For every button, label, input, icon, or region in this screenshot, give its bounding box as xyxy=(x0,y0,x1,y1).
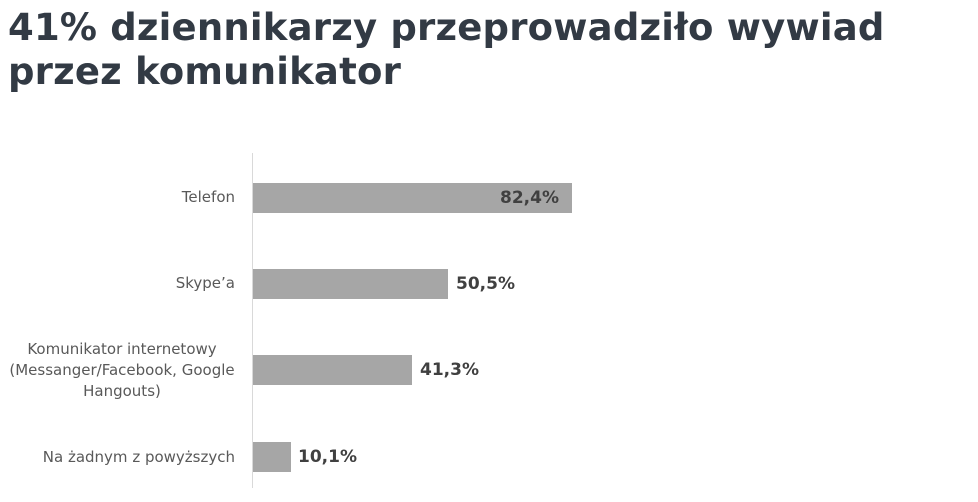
bar-value-label: 50,5% xyxy=(456,274,515,294)
bar xyxy=(253,183,572,213)
category-axis-line xyxy=(252,153,253,488)
chart-title: 41% dziennikarzy przeprowadziło wywiad p… xyxy=(8,6,885,93)
bar xyxy=(253,355,412,385)
bar xyxy=(253,269,448,299)
bar-label: Telefon xyxy=(181,188,235,206)
bar xyxy=(253,442,291,472)
bar-value-label: 82,4% xyxy=(500,188,559,208)
bar-value-label: 41,3% xyxy=(420,360,479,380)
bar-value-label: 10,1% xyxy=(298,447,357,467)
bar-label: Komunikator internetowy (Messanger/Faceb… xyxy=(9,340,235,400)
bar-label: Na żadnym z powyższych xyxy=(42,448,235,466)
bar-label: Skype’a xyxy=(175,274,235,292)
